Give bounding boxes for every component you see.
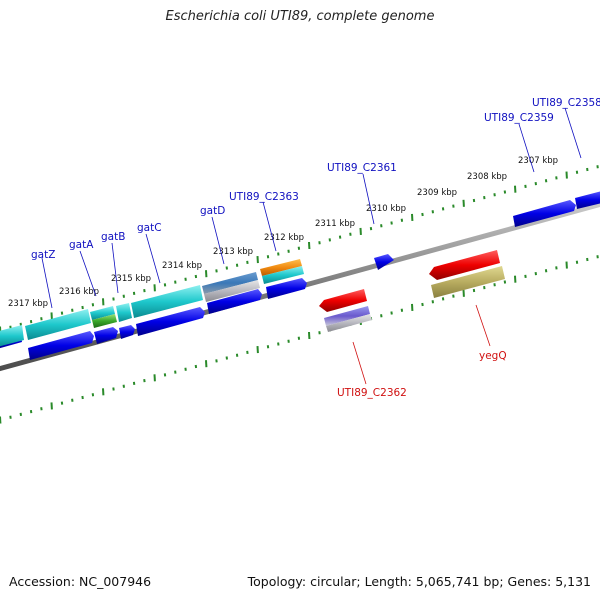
- label-leader: [352, 341, 367, 385]
- topology-text: Topology: circular; Length: 5,065,741 bp…: [247, 574, 591, 589]
- label-leader: [362, 173, 375, 225]
- gene-arrow[interactable]: [28, 331, 94, 360]
- accession-text: Accession: NC_007946: [9, 574, 152, 589]
- gene-arrow[interactable]: [204, 280, 260, 302]
- gene-label-yegq[interactable]: yegQ: [479, 350, 507, 362]
- gene-arrow[interactable]: [131, 285, 203, 318]
- gene-arrow[interactable]: [260, 259, 302, 276]
- gene-arrow[interactable]: [0, 325, 24, 347]
- gene-arrow[interactable]: [262, 266, 304, 284]
- kbp-labels: 2317 kbp 2316 kbp 2315 kbp 2314 kbp 2313…: [8, 156, 558, 309]
- gene-arrow[interactable]: [429, 250, 500, 280]
- gene-arrow[interactable]: [319, 289, 367, 312]
- gene-arrow[interactable]: [119, 325, 135, 339]
- gene-arrow[interactable]: [374, 254, 394, 270]
- gene-arrow[interactable]: [575, 191, 600, 209]
- gene-arrow[interactable]: [207, 289, 262, 314]
- map-title: Escherichia coli UTI89, complete genome: [165, 9, 435, 24]
- gene-arrow[interactable]: [92, 314, 117, 328]
- gene-arrow[interactable]: [266, 278, 307, 299]
- kbp-label: 2311 kbp: [315, 219, 355, 229]
- gene-arrow[interactable]: [324, 306, 370, 326]
- kbp-label: 2313 kbp: [213, 247, 253, 257]
- forward-strand-genes: [0, 191, 600, 360]
- gene-arrow[interactable]: [116, 303, 132, 322]
- label-leader: [41, 257, 53, 309]
- gene-arrow[interactable]: [90, 306, 115, 320]
- kbp-label: 2315 kbp: [111, 274, 151, 284]
- gene-label-gata[interactable]: gatA: [69, 239, 94, 251]
- label-leader: [79, 250, 97, 297]
- gene-label-uti89-c2358[interactable]: UTI89_C2358: [532, 97, 600, 109]
- gene-label-uti89-c2361[interactable]: UTI89_C2361: [327, 162, 397, 174]
- gene-label-gatb[interactable]: gatB: [101, 231, 125, 243]
- label-leader: [262, 201, 277, 252]
- label-leader: [145, 233, 161, 284]
- gene-arrow[interactable]: [94, 327, 118, 344]
- kbp-label: 2316 kbp: [59, 287, 99, 297]
- kbp-label: 2307 kbp: [518, 156, 558, 166]
- kbp-label: 2317 kbp: [8, 299, 48, 309]
- gene-label-gatc[interactable]: gatC: [137, 222, 162, 234]
- reverse-strand-genes: [319, 250, 505, 332]
- gene-label-gatz[interactable]: gatZ: [31, 249, 55, 261]
- label-leader: [475, 304, 491, 347]
- upper-tick-row: [0, 165, 599, 334]
- label-leader: [518, 123, 535, 173]
- gene-label-gatd[interactable]: gatD: [200, 205, 225, 217]
- gene-arrow[interactable]: [431, 266, 505, 298]
- gene-label-uti89-c2359[interactable]: UTI89_C2359: [484, 112, 554, 124]
- label-leader: [564, 107, 582, 159]
- label-leader: [111, 242, 119, 294]
- reverse-gene-labels: UTI89_C2362 yegQ: [337, 304, 507, 399]
- kbp-label: 2312 kbp: [264, 233, 304, 243]
- kbp-label: 2308 kbp: [467, 172, 507, 182]
- gene-arrow[interactable]: [326, 314, 372, 332]
- kbp-label: 2310 kbp: [366, 204, 406, 214]
- gene-arrow[interactable]: [25, 309, 91, 340]
- gene-label-uti89-c2362[interactable]: UTI89_C2362: [337, 387, 407, 399]
- gene-arrow[interactable]: [513, 200, 576, 227]
- gene-label-uti89-c2363[interactable]: UTI89_C2363: [229, 191, 299, 203]
- label-leader: [211, 216, 225, 265]
- forward-gene-labels: gatZ gatA gatB gatC gatD UTI89_C2363 UTI…: [31, 97, 600, 309]
- gene-arrow[interactable]: [202, 272, 258, 294]
- kbp-label: 2309 kbp: [417, 188, 457, 198]
- gene-arrow[interactable]: [136, 307, 205, 336]
- kbp-label: 2314 kbp: [162, 261, 202, 271]
